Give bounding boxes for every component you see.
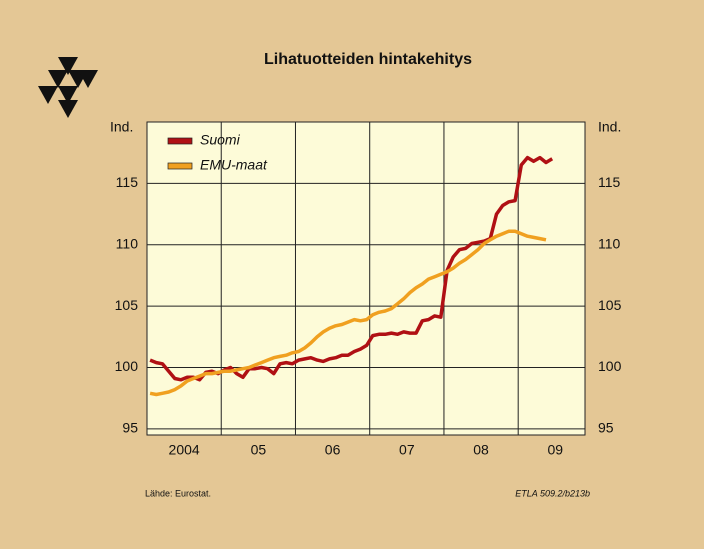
y2-tick-label: 95 (598, 420, 614, 436)
x-tick-label: 05 (251, 442, 267, 458)
y2-axis-label: Ind. (598, 119, 621, 135)
source: Lähde: Eurostat. (145, 488, 211, 498)
legend-swatch (167, 137, 193, 145)
x-tick-label: 06 (325, 442, 341, 458)
legend-swatch (167, 162, 193, 170)
y-tick-label: 95 (122, 420, 138, 436)
legend-label: EMU-maat (200, 157, 268, 173)
y2-tick-label: 115 (598, 174, 621, 190)
x-tick-label: 09 (548, 442, 564, 458)
x-tick-label: 07 (399, 442, 415, 458)
y2-tick-label: 105 (598, 297, 622, 313)
y2-tick-label: 100 (598, 358, 622, 374)
y2-tick-label: 110 (598, 235, 621, 251)
code: ETLA 509.2/b213b (515, 488, 590, 498)
legend-label: Suomi (200, 132, 241, 148)
x-tick-label: 2004 (169, 442, 200, 458)
y-tick-label: 110 (116, 235, 139, 251)
y-tick-label: 115 (116, 174, 139, 190)
x-tick-label: 08 (473, 442, 489, 458)
y-tick-label: 105 (115, 297, 139, 313)
chart-title: Lihatuotteiden hintakehitys (264, 51, 472, 68)
logo (38, 57, 98, 118)
y-tick-label: 100 (115, 358, 139, 374)
y-axis-label: Ind. (110, 119, 133, 135)
series-line (149, 229, 547, 397)
plot-area (146, 121, 586, 436)
